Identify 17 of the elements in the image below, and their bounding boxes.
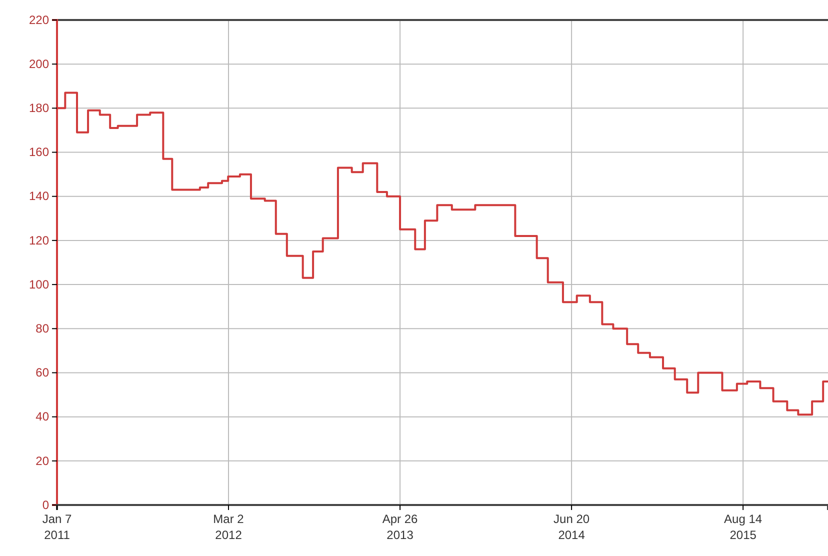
y-tick-label: 60 (36, 366, 50, 380)
x-tick-label: Aug 14 2015 (724, 512, 762, 542)
y-tick-label: 200 (28, 56, 50, 71)
x-tick-label: Jan 7 2011 (42, 512, 72, 542)
y-tick-label: 140 (28, 189, 50, 204)
y-tick-label: 180 (28, 101, 50, 116)
x-tick-label: Mar 2 2012 (213, 512, 244, 542)
y-tick-label: 40 (36, 410, 50, 424)
y-tick-label: 120 (28, 233, 50, 248)
y-tick-label: 0 (42, 498, 50, 512)
y-tick-label: 220 (28, 12, 50, 27)
y-tick-label: 100 (28, 277, 50, 292)
y-tick-label: 80 (36, 321, 50, 336)
y-tick-label: 160 (28, 145, 50, 160)
x-tick-label: Apr 26 2013 (382, 512, 418, 542)
x-tick-label: Jun 20 2014 (554, 512, 590, 542)
y-tick-label: 20 (36, 454, 50, 468)
